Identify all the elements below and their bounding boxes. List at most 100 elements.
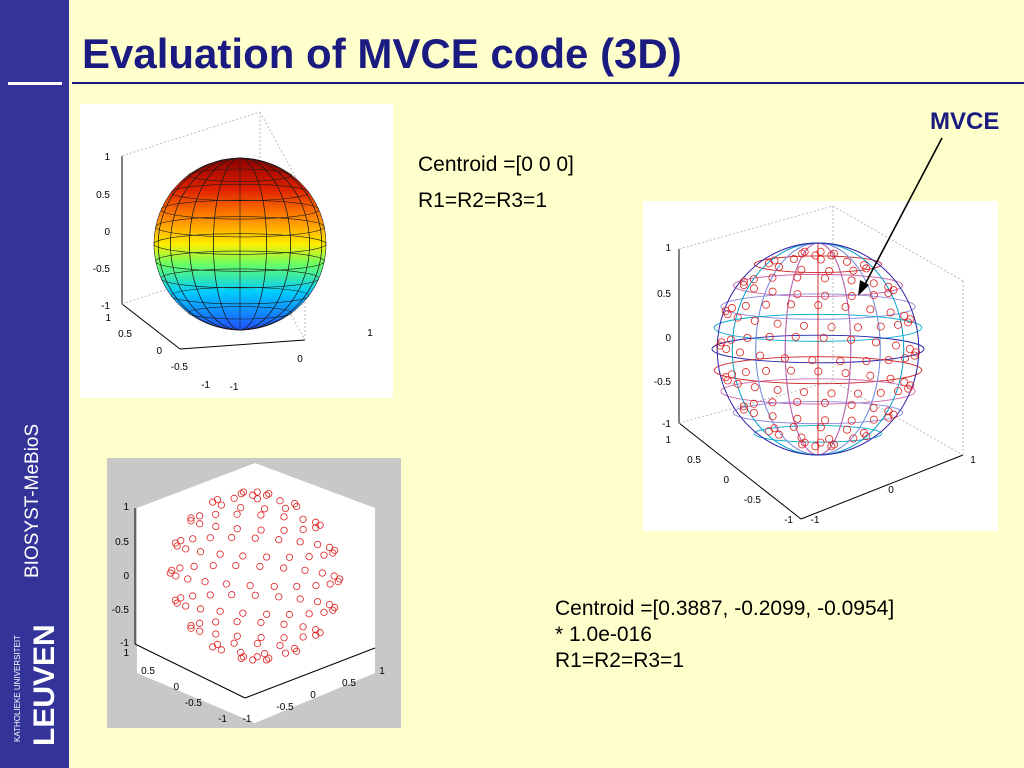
data-point bbox=[910, 351, 919, 360]
centroid-text: Centroid =[0 0 0] bbox=[418, 153, 574, 176]
data-point bbox=[230, 639, 238, 647]
data-point bbox=[299, 525, 307, 534]
data-point bbox=[825, 434, 834, 443]
data-point bbox=[789, 422, 798, 431]
data-point bbox=[727, 370, 736, 379]
data-point bbox=[821, 291, 830, 300]
data-point bbox=[262, 491, 271, 499]
mvce-arrow bbox=[858, 137, 943, 296]
data-point bbox=[749, 284, 758, 293]
data-point bbox=[869, 403, 878, 412]
data-point bbox=[262, 656, 271, 664]
data-point bbox=[841, 302, 850, 311]
data-point bbox=[797, 433, 806, 442]
data-point bbox=[189, 592, 197, 600]
data-point bbox=[293, 647, 301, 655]
data-point bbox=[280, 620, 288, 628]
centroid-text: Centroid =[0.3887, -0.2099, -0.0954] bbox=[555, 597, 895, 620]
data-point bbox=[765, 332, 774, 341]
data-point bbox=[237, 654, 245, 662]
data-point bbox=[770, 256, 779, 265]
z-tick-label: 1 bbox=[104, 152, 110, 163]
x-tick-label: -1 bbox=[230, 382, 239, 393]
z-tick-label: 0.5 bbox=[96, 190, 110, 201]
data-point bbox=[793, 397, 802, 406]
mvce-annotation-label: MVCE bbox=[930, 108, 1000, 135]
data-point bbox=[901, 354, 910, 363]
data-point bbox=[209, 561, 217, 570]
data-point bbox=[326, 580, 334, 588]
data-point bbox=[329, 549, 337, 557]
data-point bbox=[206, 591, 214, 599]
x-tick-label: -0.5 bbox=[276, 702, 294, 713]
data-point bbox=[217, 501, 225, 509]
radii-text: R1=R2=R3=1 bbox=[555, 649, 685, 672]
data-point bbox=[814, 367, 823, 376]
data-point bbox=[190, 562, 198, 570]
z-tick-label: -0.5 bbox=[93, 264, 111, 275]
mvce-plot: 1 0.5 0 -0.5 -1 1 0.5 0 -0.5 -1 -1 0 1 bbox=[643, 201, 998, 531]
data-point bbox=[182, 545, 190, 553]
data-point bbox=[739, 405, 748, 414]
data-point bbox=[212, 630, 220, 638]
sidebar-rule bbox=[8, 82, 62, 85]
data-point bbox=[265, 490, 273, 498]
data-point bbox=[217, 646, 225, 654]
data-point bbox=[316, 521, 324, 529]
results-top: Centroid =[0 0 0] R1=R2=R3=1 bbox=[418, 152, 574, 214]
y-tick-label: 0.5 bbox=[687, 455, 701, 466]
data-point bbox=[212, 618, 220, 626]
data-point bbox=[904, 384, 913, 393]
data-point bbox=[789, 255, 798, 264]
data-point bbox=[770, 424, 779, 433]
data-point bbox=[329, 606, 337, 614]
data-point bbox=[786, 300, 795, 309]
data-point bbox=[206, 534, 214, 542]
data-point bbox=[293, 582, 301, 591]
y-tick-label: -0.5 bbox=[171, 362, 189, 373]
z-tick-label: 0 bbox=[123, 571, 129, 582]
data-point bbox=[281, 649, 290, 657]
data-point bbox=[257, 633, 265, 642]
data-point bbox=[862, 357, 871, 366]
data-point bbox=[196, 619, 204, 627]
data-point bbox=[847, 292, 856, 301]
data-point bbox=[228, 591, 236, 599]
data-point bbox=[184, 575, 192, 583]
data-point bbox=[814, 301, 823, 310]
data-point bbox=[281, 504, 290, 513]
logo-line1: KATHOLIEKE UNIVERSITEIT bbox=[14, 635, 22, 742]
data-point bbox=[884, 413, 893, 422]
data-point bbox=[884, 289, 893, 298]
x-tick-label: 1 bbox=[379, 666, 385, 677]
data-point bbox=[749, 275, 758, 284]
data-point bbox=[749, 399, 758, 408]
data-point bbox=[869, 415, 878, 424]
data-point bbox=[320, 551, 328, 559]
y-tick-label: -1 bbox=[201, 380, 210, 391]
data-point bbox=[768, 412, 777, 421]
data-point bbox=[253, 653, 261, 661]
scale-text: * 1.0e-016 bbox=[555, 623, 652, 646]
data-point bbox=[774, 430, 783, 439]
data-point bbox=[176, 564, 184, 572]
z-tick-label: 0.5 bbox=[657, 289, 671, 300]
data-point bbox=[797, 265, 806, 274]
data-point bbox=[216, 550, 224, 558]
z-tick-label: -0.5 bbox=[654, 377, 672, 388]
data-point bbox=[726, 335, 735, 344]
data-point bbox=[196, 512, 204, 520]
x-tick-label: -1 bbox=[243, 714, 252, 725]
data-point bbox=[312, 582, 320, 590]
data-point bbox=[853, 323, 862, 332]
data-point bbox=[293, 502, 301, 511]
university-logo: KATHOLIEKE UNIVERSITEIT LEUVEN bbox=[14, 624, 60, 746]
data-point bbox=[889, 286, 898, 295]
data-point bbox=[212, 510, 220, 519]
data-point bbox=[280, 634, 288, 642]
data-point bbox=[330, 572, 338, 580]
data-point bbox=[187, 517, 195, 525]
data-point bbox=[727, 304, 736, 313]
data-point bbox=[320, 608, 328, 616]
data-point bbox=[275, 536, 283, 544]
